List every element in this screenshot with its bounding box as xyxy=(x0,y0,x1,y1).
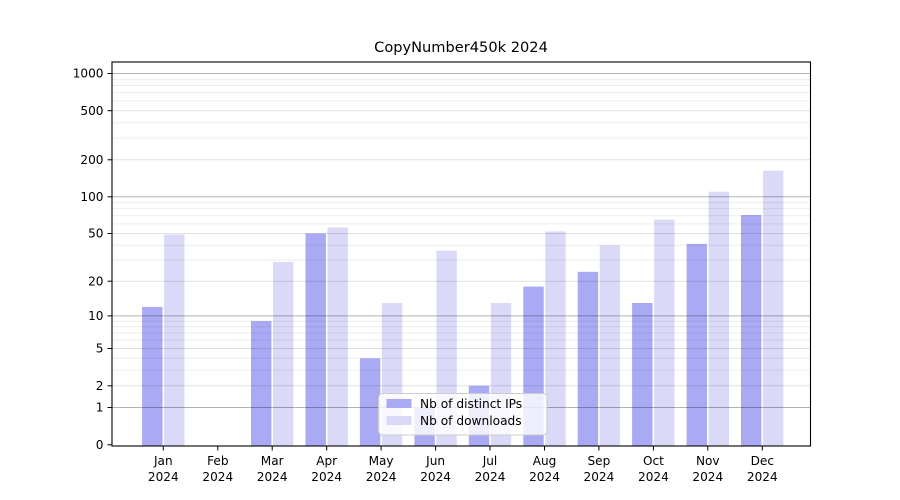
y-tick-label-20: 20 xyxy=(88,274,103,288)
bar-downloads-nov xyxy=(708,191,729,446)
x-tick-label-year-sep: 2024 xyxy=(584,470,615,484)
bar-distinct-ips-dec xyxy=(741,215,762,446)
x-tick-label-year-may: 2024 xyxy=(366,470,397,484)
x-tick-label-year-mar: 2024 xyxy=(257,470,288,484)
legend-swatch-distinct-ips xyxy=(386,399,412,408)
axes-layer: 0 1 2 5 10 20 50 100 200 500 1000 Jan 2024 Feb 2024 Mar… xyxy=(73,61,812,484)
bar-downloads-jan xyxy=(164,234,185,446)
x-tick-label-month-nov: Nov xyxy=(696,454,720,468)
bar-downloads-aug xyxy=(545,231,566,446)
x-tick-label-month-jan: Jan xyxy=(153,454,173,468)
legend-box xyxy=(378,393,548,436)
x-tick-label-month-aug: Aug xyxy=(533,454,557,468)
x-tick-label-year-oct: 2024 xyxy=(638,470,669,484)
bar-downloads-sep xyxy=(599,245,621,446)
x-tick-label-year-apr: 2024 xyxy=(311,470,342,484)
bar-distinct-ips-may xyxy=(359,358,381,446)
legend: Nb of distinct IPs Nb of downloads xyxy=(378,393,548,436)
x-tick-label-year-feb: 2024 xyxy=(202,470,233,484)
x-tick-label-month-may: May xyxy=(369,454,394,468)
bar-distinct-ips-nov xyxy=(686,243,707,446)
y-tick-label-10: 10 xyxy=(88,309,103,323)
y-tick-label-1: 1 xyxy=(96,401,104,415)
x-tick-label-month-jun: Jun xyxy=(425,454,445,468)
y-tick-label-50: 50 xyxy=(88,227,103,241)
y-tick-label-1000: 1000 xyxy=(73,67,104,81)
bar-distinct-ips-oct xyxy=(632,303,653,446)
x-tick-label-month-jul: Jul xyxy=(482,454,498,468)
x-tick-label-year-nov: 2024 xyxy=(692,470,723,484)
y-tick-label-0: 0 xyxy=(96,438,104,452)
legend-swatch-downloads xyxy=(386,416,412,425)
bar-distinct-ips-apr xyxy=(305,233,326,446)
y-tick-label-5: 5 xyxy=(96,342,104,356)
grid-layer xyxy=(112,73,811,408)
x-tick-label-month-sep: Sep xyxy=(588,454,611,468)
y-tick-label-100: 100 xyxy=(80,190,103,204)
bars-layer xyxy=(142,170,784,446)
bar-downloads-mar xyxy=(273,262,294,446)
chart-title: CopyNumber450k 2024 xyxy=(374,39,548,56)
legend-label-distinct-ips: Nb of distinct IPs xyxy=(420,397,522,411)
x-tick-label-month-apr: Apr xyxy=(316,454,337,468)
legend-label-downloads: Nb of downloads xyxy=(420,414,522,428)
x-tick-label-year-dec: 2024 xyxy=(747,470,778,484)
bar-downloads-oct xyxy=(654,219,675,446)
y-tick-label-500: 500 xyxy=(80,104,103,118)
bar-downloads-apr xyxy=(327,227,348,446)
x-tick-label-year-jan: 2024 xyxy=(148,470,179,484)
bar-distinct-ips-mar xyxy=(251,321,272,446)
bar-downloads-dec xyxy=(763,170,784,446)
x-tick-label-month-mar: Mar xyxy=(261,454,284,468)
x-tick-label-month-dec: Dec xyxy=(751,454,774,468)
x-tick-label-year-aug: 2024 xyxy=(529,470,560,484)
y-tick-label-2: 2 xyxy=(96,379,104,393)
bar-distinct-ips-sep xyxy=(577,271,599,446)
y-tick-label-200: 200 xyxy=(80,153,103,167)
x-tick-label-year-jun: 2024 xyxy=(420,470,451,484)
x-tick-label-year-jul: 2024 xyxy=(475,470,506,484)
bar-distinct-ips-jan xyxy=(142,306,163,446)
x-tick-label-month-feb: Feb xyxy=(207,454,229,468)
plot-frame xyxy=(111,61,812,447)
x-tick-label-month-oct: Oct xyxy=(643,454,664,468)
